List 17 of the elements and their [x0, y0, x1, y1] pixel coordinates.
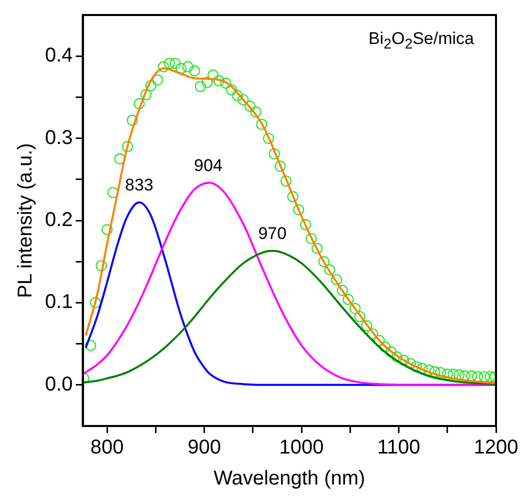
x-tick-label: 800	[90, 436, 124, 459]
x-axis-title: Wavelength (nm)	[214, 468, 366, 490]
x-tick-label: 1000	[279, 436, 324, 459]
line-series	[82, 250, 496, 386]
x-tick-label: 900	[188, 436, 222, 459]
y-tick-label: 0.0	[44, 373, 73, 396]
annotation: 904	[194, 156, 222, 175]
x-tick-label: 1200	[474, 436, 518, 459]
y-tick-label: 0.1	[44, 291, 73, 314]
y-tick-label: 0.4	[44, 44, 73, 67]
y-tick-label: 0.3	[44, 126, 73, 149]
annotation: Bi$_{2}$O$_{2}$Se/mica	[368, 29, 474, 52]
x-tick-label: 1100	[377, 436, 420, 459]
annotation: 833	[125, 176, 154, 195]
y-axis-title: PL intensity (a.u.)	[14, 143, 37, 298]
annotation: 970	[258, 224, 287, 244]
y-tick-label: 0.2	[44, 209, 73, 232]
